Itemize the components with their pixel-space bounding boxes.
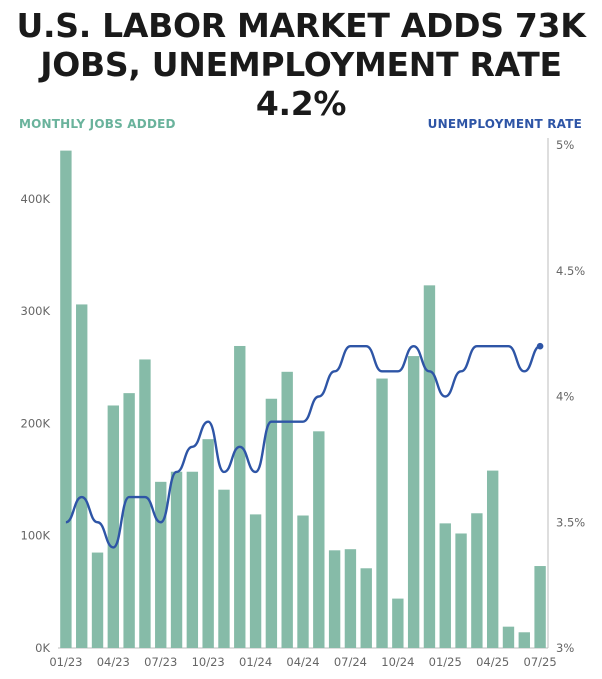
bar-08/24 — [360, 568, 372, 648]
y-right-tick-label: 5% — [556, 138, 574, 152]
x-tick-label: 10/24 — [381, 655, 414, 669]
x-tick-label: 01/23 — [49, 655, 82, 669]
x-tick-label: 04/24 — [286, 655, 319, 669]
bar-10/23 — [202, 439, 214, 648]
bar-04/25 — [486, 470, 499, 648]
y-left-tick-label: 100K — [21, 529, 51, 543]
bar-09/24 — [376, 378, 388, 648]
line-layer — [65, 342, 544, 549]
bar-08/23 — [170, 471, 183, 648]
bar-03/23 — [91, 552, 104, 648]
title-line-2: JOBS, UNEMPLOYMENT RATE 4.2% — [40, 45, 562, 123]
ticks-layer: 0K 100K 200K 300K 400K 3% 3.5% 4% 4.5% 5% 01/23 04/… — [21, 138, 586, 669]
title-line-1: U.S. LABOR MARKET ADDS 73K — [16, 6, 586, 45]
bar-07/23 — [155, 481, 167, 648]
bars-layer — [60, 150, 546, 649]
y-left-tick-label: 200K — [21, 416, 51, 430]
bar-11/24 — [407, 356, 420, 648]
bar-02/24 — [265, 398, 278, 648]
bar-05/23 — [123, 393, 135, 648]
bar-06/25 — [518, 632, 530, 648]
y-left-tick-label: 400K — [21, 192, 51, 206]
bar-05/25 — [502, 626, 515, 648]
bar-11/23 — [218, 489, 230, 648]
bar-05/24 — [313, 431, 325, 648]
bar-02/25 — [455, 533, 467, 648]
x-tick-label: 07/25 — [524, 655, 557, 669]
y-right-tick-label: 3% — [556, 641, 574, 655]
unemployment-rate-last-point — [536, 342, 544, 350]
chart-title: U.S. LABOR MARKET ADDS 73K JOBS, UNEMPLO… — [0, 6, 602, 123]
bar-02/23 — [76, 304, 88, 648]
bar-10/24 — [392, 598, 404, 648]
bar-04/23 — [107, 405, 120, 648]
x-tick-label: 07/24 — [334, 655, 367, 669]
bar-01/23 — [60, 150, 72, 649]
bar-07/25 — [534, 566, 546, 648]
x-tick-label: 01/24 — [239, 655, 272, 669]
y-right-tick-label: 4% — [556, 390, 574, 404]
x-tick-label: 01/25 — [429, 655, 462, 669]
y-right-tick-label: 4.5% — [556, 264, 585, 278]
bar-06/23 — [139, 359, 151, 648]
y-left-tick-label: 0K — [35, 641, 50, 655]
bar-01/25 — [439, 523, 451, 648]
bar-03/24 — [281, 371, 293, 648]
y-right-tick-label: 3.5% — [556, 515, 585, 529]
legend-jobs: MONTHLY JOBS ADDED — [19, 117, 176, 131]
y-left-tick-label: 300K — [21, 304, 51, 318]
bar-01/24 — [249, 514, 262, 648]
bar-12/23 — [234, 345, 246, 648]
unemployment-rate-line — [65, 344, 541, 549]
bar-07/24 — [344, 549, 357, 648]
bar-04/24 — [297, 515, 309, 648]
bar-12/24 — [423, 285, 436, 648]
bar-09/23 — [186, 471, 199, 648]
bar-06/24 — [328, 550, 341, 648]
x-tick-label: 04/23 — [97, 655, 130, 669]
legend-unemployment: UNEMPLOYMENT RATE — [427, 117, 582, 131]
bar-03/25 — [471, 513, 483, 648]
x-tick-label: 07/23 — [144, 655, 177, 669]
x-tick-label: 04/25 — [476, 655, 509, 669]
x-tick-label: 10/23 — [192, 655, 225, 669]
